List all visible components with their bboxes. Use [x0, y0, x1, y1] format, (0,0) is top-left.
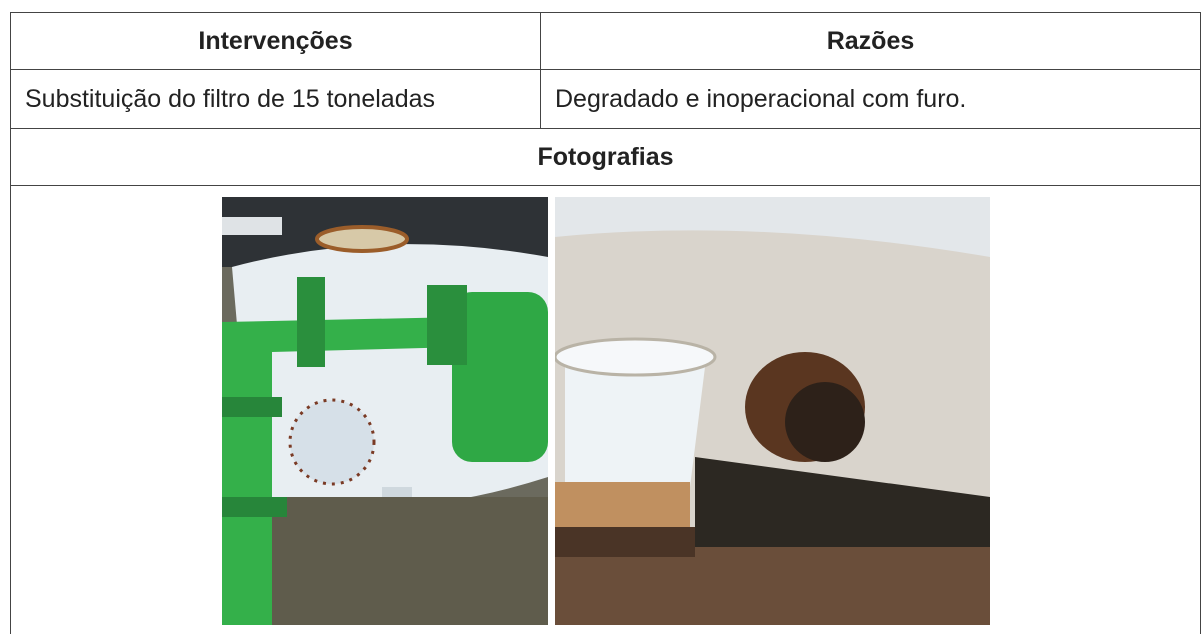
rust-base	[555, 482, 690, 532]
tank-top	[555, 197, 990, 257]
table-cell: Degradado e inoperacional com furo.	[540, 69, 1201, 129]
photo-filter-tank	[222, 197, 548, 625]
photos-heading: Fotografias	[10, 128, 1201, 186]
fitting-base	[555, 527, 695, 557]
flange	[222, 397, 282, 417]
green-pipe	[222, 317, 462, 625]
floor	[222, 497, 548, 625]
flange	[222, 497, 287, 517]
manhole	[288, 398, 376, 486]
table-cell: Substituição do filtro de 15 toneladas	[10, 69, 541, 129]
floor	[555, 547, 990, 625]
green-pipe	[452, 292, 548, 462]
hole	[785, 382, 865, 462]
flange	[297, 277, 325, 367]
light	[222, 217, 282, 235]
header-cell: Intervenções	[10, 12, 541, 70]
tank-lid	[315, 225, 409, 253]
header-cell: Razões	[540, 12, 1201, 70]
fitting-rim	[555, 337, 717, 377]
flange	[427, 285, 467, 365]
photo-rust-damage	[555, 197, 990, 625]
